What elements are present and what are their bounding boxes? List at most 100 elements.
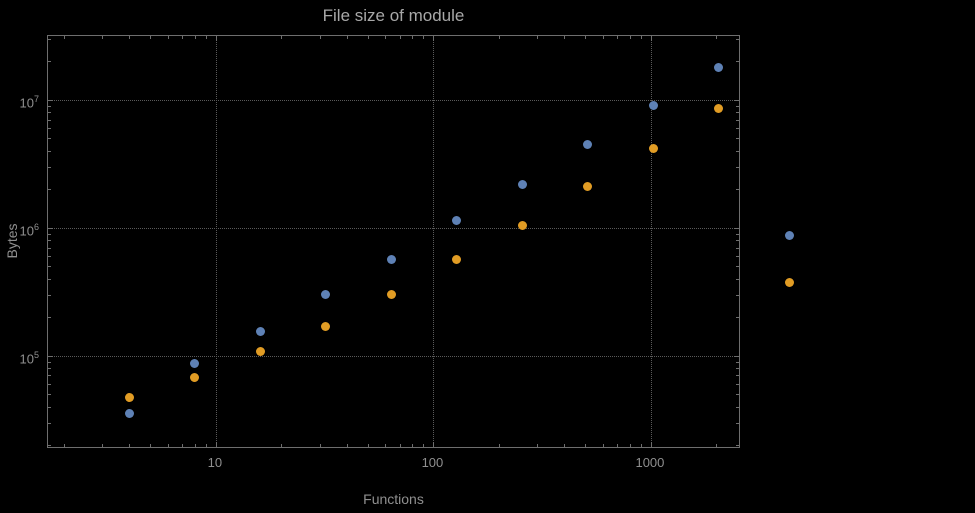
tick-mark [617,36,619,39]
tick-mark [399,444,401,447]
tick-mark [629,36,631,39]
tick-mark [585,444,587,447]
data-point [386,254,396,264]
tick-mark [385,444,387,447]
tick-mark [734,99,739,101]
tick-mark [736,294,739,296]
data-point [452,215,462,225]
tick-mark [716,36,718,39]
data-point [648,101,658,111]
tick-mark [48,368,51,370]
tick-mark [48,422,51,424]
tick-mark [182,444,184,447]
tick-mark [736,445,739,447]
tick-mark [367,36,369,39]
tick-mark [48,105,51,107]
tick-mark [319,36,321,39]
tick-mark [48,61,51,63]
tick-mark [736,128,739,130]
tick-mark [736,266,739,268]
tick-mark [215,36,217,41]
tick-mark [48,384,51,386]
data-point [517,179,527,189]
data-point [386,290,396,300]
tick-mark [346,444,348,447]
y-tick-label: 106 [19,221,39,239]
tick-mark [48,99,53,101]
tick-mark [385,36,387,39]
tick-mark [736,384,739,386]
tick-mark [498,444,500,447]
tick-mark [736,256,739,258]
tick-mark [650,36,652,41]
tick-mark [48,375,51,377]
tick-mark [602,36,604,39]
y-axis-label: Bytes [4,223,20,259]
data-point [714,104,724,114]
tick-mark [736,38,739,40]
tick-mark [194,444,196,447]
tick-mark [564,36,566,39]
data-point [583,139,593,149]
tick-mark [48,394,51,396]
tick-mark [736,278,739,280]
tick-mark [194,36,196,39]
tick-mark [48,406,51,408]
tick-mark [736,368,739,370]
tick-mark [205,444,207,447]
x-axis-label: Functions [363,491,424,507]
tick-mark [48,256,51,258]
tick-mark [602,444,604,447]
tick-mark [48,227,53,229]
x-gridline [433,36,435,447]
tick-mark [736,317,739,319]
tick-mark [48,38,51,40]
tick-mark [736,105,739,107]
tick-mark [585,36,587,39]
tick-mark [63,36,65,39]
chart-title: File size of module [322,6,465,25]
tick-mark [48,233,51,235]
tick-mark [281,36,283,39]
y-gridline [48,227,739,229]
tick-mark [736,361,739,363]
tick-mark [319,444,321,447]
tick-mark [736,189,739,191]
tick-mark [736,240,739,242]
tick-mark [736,375,739,377]
tick-mark [736,150,739,152]
tick-mark [736,233,739,235]
tick-mark [48,317,51,319]
tick-mark [734,227,739,229]
tick-mark [63,444,65,447]
tick-mark [736,247,739,249]
data-point [452,255,462,265]
x-tick-label: 100 [421,455,444,470]
tick-mark [48,294,51,296]
tick-mark [215,442,217,447]
x-tick-label: 10 [207,455,223,470]
tick-mark [346,36,348,39]
tick-mark [102,36,104,39]
tick-mark [129,36,131,39]
data-point [321,290,331,300]
tick-mark [617,444,619,447]
tick-mark [48,361,51,363]
tick-mark [736,138,739,140]
tick-mark [281,444,283,447]
tick-mark [399,36,401,39]
y-gridline [48,99,739,101]
tick-mark [48,247,51,249]
tick-mark [736,61,739,63]
plot-area [47,35,740,448]
x-gridline [650,36,652,447]
data-point [255,346,265,356]
data-point [124,393,134,403]
data-point [255,326,265,336]
y-gridline [48,355,739,357]
tick-mark [433,442,435,447]
x-tick-label: 1000 [635,455,665,470]
tick-mark [736,119,739,121]
tick-mark [734,355,739,357]
tick-mark [423,444,425,447]
